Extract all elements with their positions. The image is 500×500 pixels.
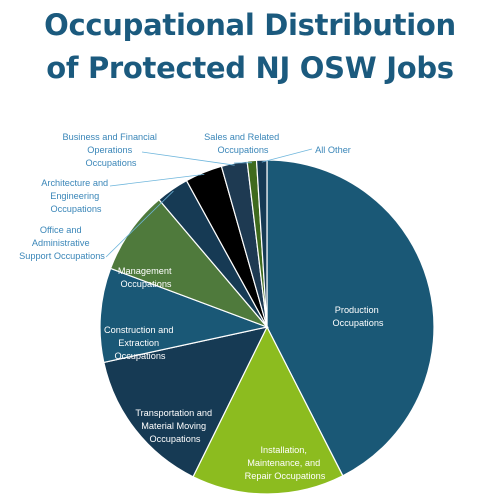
label-architecture: Architecture and Engineering Occupations — [41, 178, 110, 214]
pie-slices — [99, 159, 435, 495]
label-all-other: All Other — [315, 145, 351, 155]
chart-title-line-2: of Protected NJ OSW Jobs — [46, 51, 454, 85]
pie-slice-production-occupations — [266, 159, 435, 477]
label-transportation-line-3: Occupations — [149, 434, 200, 444]
label-installation-line-2: Maintenance, and — [247, 458, 320, 468]
label-business-line-1: Business and Financial — [62, 132, 156, 142]
leader-line-architecture — [109, 174, 205, 187]
label-construction-line-2: Extraction — [118, 338, 159, 348]
pie-slice-transportation-and-material-moving-occupations — [103, 326, 269, 478]
label-construction: Construction and Extraction Occupations — [104, 325, 176, 361]
label-business-line-3: Occupations — [85, 158, 136, 168]
label-business: Business and Financial Operations Occupa… — [62, 132, 159, 168]
label-architecture-line-2: Engineering — [50, 191, 99, 201]
label-production-line-1: Production — [335, 305, 379, 315]
leader-line-all-other — [261, 148, 313, 163]
label-sales-line-1: Sales and Related — [204, 132, 279, 142]
label-installation-line-1: Installation, — [260, 445, 306, 455]
label-management: Management Occupations — [118, 266, 174, 289]
label-sales-line-2: Occupations — [217, 145, 268, 155]
label-office-line-3: Support Occupations — [19, 251, 105, 261]
label-installation: Installation, Maintenance, and Repair Oc… — [245, 445, 326, 481]
leader-line-office — [105, 190, 174, 258]
pie-slice-installation-maintenance-and-repair-occupations — [192, 325, 344, 495]
label-sales: Sales and Related Occupations — [204, 132, 282, 155]
label-installation-line-3: Repair Occupations — [245, 471, 326, 481]
label-architecture-line-1: Architecture and — [41, 178, 108, 188]
label-production-line-2: Occupations — [332, 318, 383, 328]
label-business-line-2: Operations — [87, 145, 132, 155]
chart-title: Occupational Distribution of Protected N… — [0, 4, 500, 90]
pie-slice-construction-and-extraction-occupations — [99, 267, 270, 364]
label-all-other-line-1: All Other — [315, 145, 351, 155]
pie-slice-all-other — [255, 159, 268, 328]
label-transportation-line-1: Transportation and — [135, 408, 212, 418]
leader-line-business — [141, 151, 235, 166]
label-construction-line-1: Construction and — [104, 325, 173, 335]
label-production: Production Occupations — [332, 305, 383, 328]
label-office-line-2: Administrative — [32, 238, 90, 248]
label-office: Office and Administrative Support Occupa… — [19, 225, 105, 261]
label-construction-line-3: Occupations — [114, 351, 165, 361]
leader-lines — [105, 148, 313, 258]
label-architecture-line-3: Occupations — [50, 204, 101, 214]
label-transportation-line-2: Material Moving — [141, 421, 206, 431]
chart-title-line-1: Occupational Distribution — [44, 8, 456, 42]
label-office-line-1: Office and — [40, 225, 82, 235]
label-management-line-1: Management — [118, 266, 172, 276]
label-management-line-2: Occupations — [120, 279, 171, 289]
label-transportation: Transportation and Material Moving Occup… — [135, 408, 214, 444]
